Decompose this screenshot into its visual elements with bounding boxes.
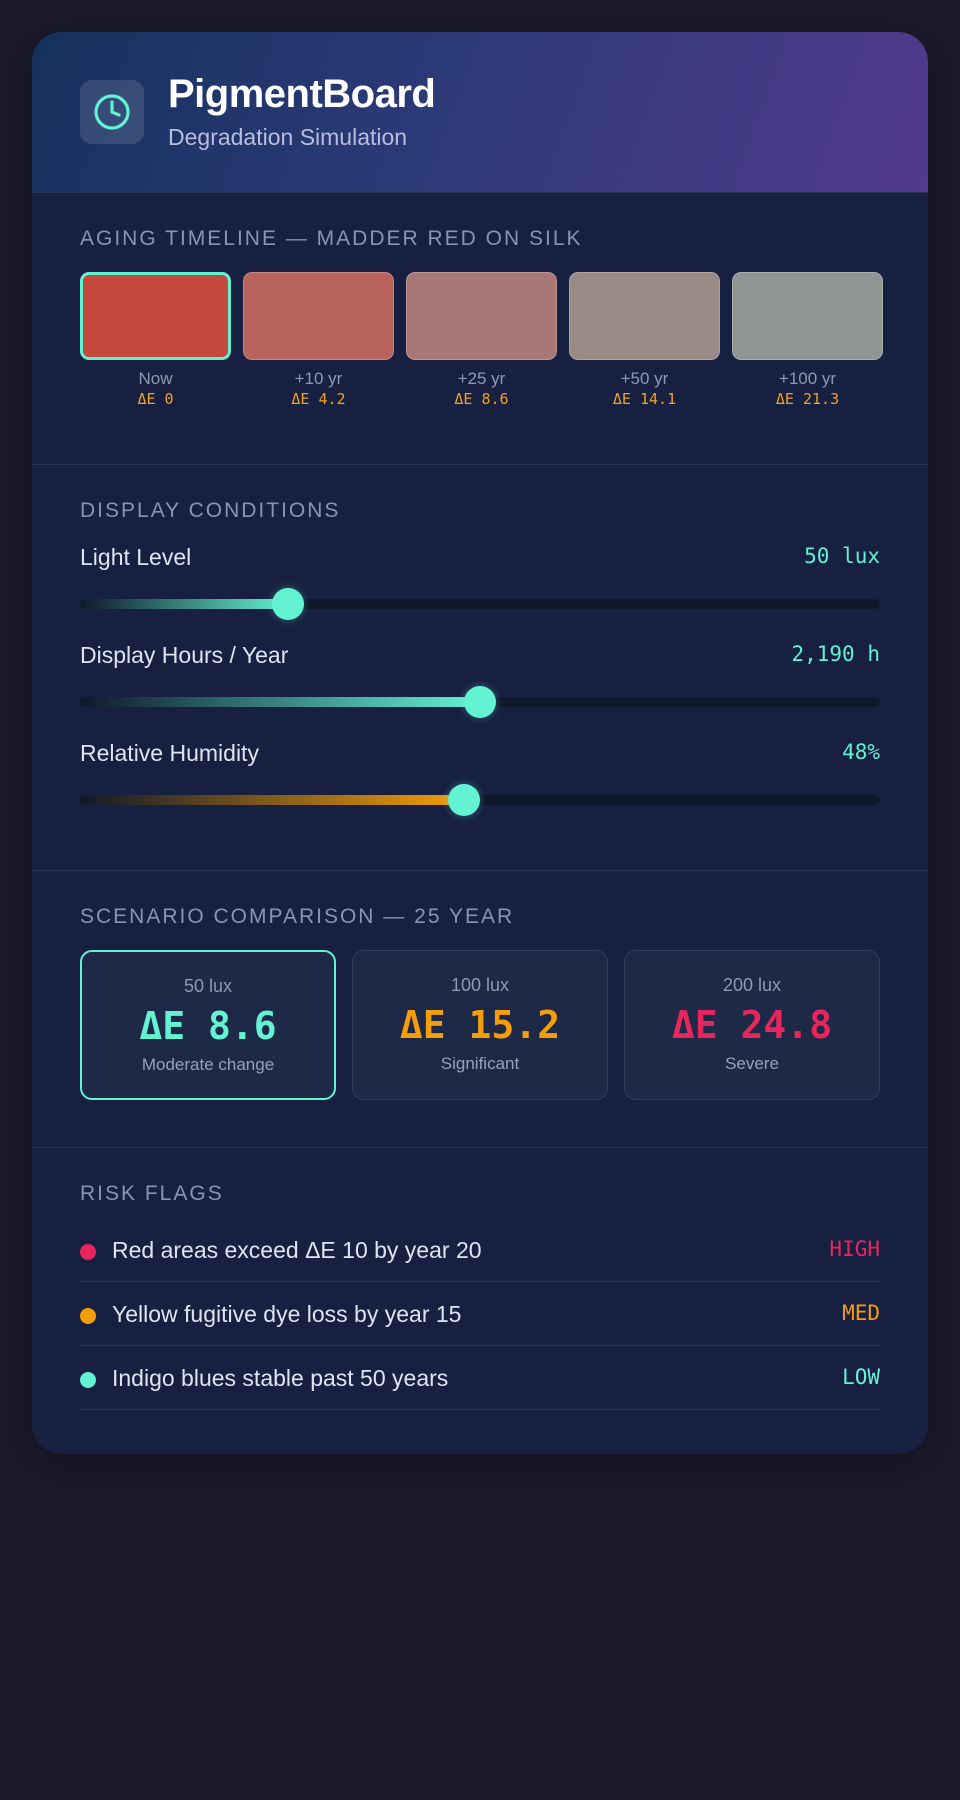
- timeline-label: +25 yr: [457, 369, 506, 388]
- delta-e-value: ΔE 8.6: [454, 390, 509, 408]
- timeline-item-now[interactable]: Now ΔE 0: [80, 272, 231, 409]
- slider-thumb[interactable]: [448, 784, 480, 816]
- color-swatch[interactable]: [569, 272, 720, 360]
- section-title: SCENARIO COMPARISON — 25 YEAR: [80, 905, 515, 928]
- risk-flags-section: RISK FLAGS Red areas exceed ΔE 10 by yea…: [32, 1147, 928, 1454]
- risk-level-badge: LOW: [842, 1365, 880, 1389]
- slider-value: 2,190 h: [791, 642, 880, 666]
- slider-fill: [80, 599, 288, 609]
- slider-label: Relative Humidity: [80, 740, 259, 766]
- risk-flag-row[interactable]: Indigo blues stable past 50 years LOW: [80, 1346, 880, 1410]
- timeline-item-50yr[interactable]: +50 yr ΔE 14.1: [569, 272, 720, 409]
- timeline-item-25yr[interactable]: +25 yr ΔE 8.6: [406, 272, 557, 409]
- scenario-status: Moderate change: [141, 1055, 275, 1074]
- risk-level-badge: MED: [842, 1301, 880, 1325]
- timeline-item-10yr[interactable]: +10 yr ΔE 4.2: [243, 272, 394, 409]
- delta-e-value: ΔE 4.2: [291, 390, 346, 408]
- risk-level-badge: HIGH: [829, 1237, 880, 1261]
- slider-track[interactable]: [80, 686, 880, 718]
- timeline-label: +100 yr: [778, 369, 837, 388]
- slider-value: 48%: [842, 740, 880, 764]
- risk-dot-icon: [80, 1308, 96, 1324]
- slider-track[interactable]: [80, 784, 880, 816]
- scenario-status: Severe: [725, 1054, 779, 1073]
- risk-list: Red areas exceed ΔE 10 by year 20 HIGH Y…: [80, 1218, 880, 1410]
- scenario-status: Significant: [440, 1054, 520, 1073]
- slider-thumb[interactable]: [464, 686, 496, 718]
- risk-text: Yellow fugitive dye loss by year 15: [112, 1301, 462, 1327]
- section-title: AGING TIMELINE — MADDER RED ON SILK: [80, 227, 583, 250]
- slider-fill: [80, 795, 464, 805]
- scenario-card-100-lux[interactable]: 100 lux ΔE 15.2 Significant: [352, 950, 608, 1100]
- color-swatch[interactable]: [406, 272, 557, 360]
- app-header: PigmentBoard Degradation Simulation: [32, 32, 928, 192]
- slider-label: Light Level: [80, 544, 192, 570]
- scenario-lux: 50 lux: [183, 976, 233, 996]
- timeline: Now ΔE 0 +10 yr ΔE 4.2 +25 yr ΔE 8.6 +50…: [80, 272, 883, 409]
- timeline-label: +10 yr: [294, 369, 343, 388]
- light-level-slider: Light Level 50 lux: [80, 544, 880, 634]
- color-swatch[interactable]: [243, 272, 394, 360]
- scenario-card-200-lux[interactable]: 200 lux ΔE 24.8 Severe: [624, 950, 880, 1100]
- risk-dot-icon: [80, 1372, 96, 1388]
- aging-timeline-section: AGING TIMELINE — MADDER RED ON SILK Now …: [32, 192, 928, 464]
- slider-fill: [80, 697, 480, 707]
- scenario-card-50-lux[interactable]: 50 lux ΔE 8.6 Moderate change: [80, 950, 336, 1100]
- app-subtitle: Degradation Simulation: [168, 124, 408, 150]
- slider-value: 50 lux: [804, 544, 880, 568]
- slider-thumb[interactable]: [272, 588, 304, 620]
- delta-e-value: ΔE 14.1: [612, 390, 677, 408]
- clock-icon: [80, 80, 144, 144]
- scenario-lux: 200 lux: [722, 975, 782, 995]
- relative-humidity-slider: Relative Humidity 48%: [80, 740, 880, 830]
- risk-text: Red areas exceed ΔE 10 by year 20: [112, 1237, 482, 1263]
- slider-label: Display Hours / Year: [80, 642, 289, 668]
- color-swatch[interactable]: [80, 272, 231, 360]
- scenario-delta-e: ΔE 24.8: [671, 1003, 833, 1047]
- risk-text: Indigo blues stable past 50 years: [112, 1365, 449, 1391]
- timeline-item-100yr[interactable]: +100 yr ΔE 21.3: [732, 272, 883, 409]
- timeline-label: +50 yr: [620, 369, 669, 388]
- delta-e-value: ΔE 0: [137, 390, 174, 408]
- section-title: DISPLAY CONDITIONS: [80, 499, 341, 522]
- timeline-label: Now: [138, 369, 173, 388]
- scenario-cards: 50 lux ΔE 8.6 Moderate change 100 lux ΔE…: [80, 950, 880, 1100]
- slider-track[interactable]: [80, 588, 880, 620]
- scenario-delta-e: ΔE 8.6: [139, 1004, 277, 1048]
- color-swatch[interactable]: [732, 272, 883, 360]
- pigmentboard-card: PigmentBoard Degradation Simulation AGIN…: [32, 32, 928, 1454]
- section-title: RISK FLAGS: [80, 1182, 224, 1205]
- risk-dot-icon: [80, 1244, 96, 1260]
- risk-flag-row[interactable]: Red areas exceed ΔE 10 by year 20 HIGH: [80, 1218, 880, 1282]
- scenario-comparison-section: SCENARIO COMPARISON — 25 YEAR 50 lux ΔE …: [32, 870, 928, 1147]
- scenario-lux: 100 lux: [450, 975, 510, 995]
- display-hours-slider: Display Hours / Year 2,190 h: [80, 642, 880, 732]
- risk-flag-row[interactable]: Yellow fugitive dye loss by year 15 MED: [80, 1282, 880, 1346]
- app-title: PigmentBoard: [168, 72, 436, 116]
- delta-e-value: ΔE 21.3: [775, 390, 840, 408]
- scenario-delta-e: ΔE 15.2: [399, 1003, 561, 1047]
- display-conditions-section: DISPLAY CONDITIONS Light Level 50 lux Di…: [32, 464, 928, 870]
